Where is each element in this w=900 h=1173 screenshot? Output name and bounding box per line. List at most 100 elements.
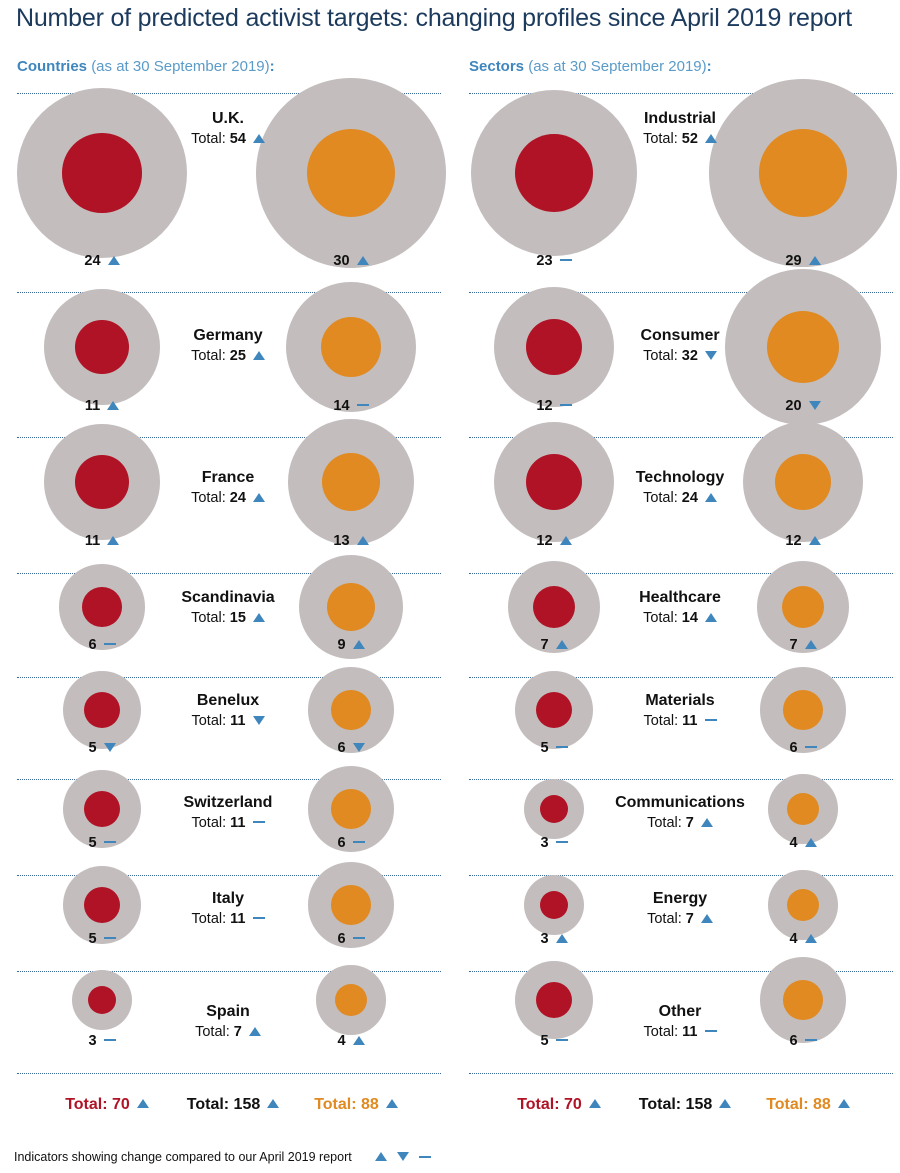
- change-up-icon: [136, 1099, 149, 1109]
- change-up-icon: [252, 612, 265, 622]
- grand-total: Total: 70: [517, 1096, 601, 1114]
- column-heading: Countries (as at 30 September 2019):: [17, 58, 275, 75]
- change-up-icon: [808, 535, 821, 545]
- column-heading-colon: :: [269, 58, 275, 75]
- right-value-label: 12: [763, 533, 843, 549]
- left-inner-circle: [75, 455, 129, 509]
- left-value: 3: [540, 835, 549, 851]
- row-total: Total: 15: [138, 610, 318, 626]
- left-value: 3: [88, 1033, 97, 1049]
- row-name: Industrial: [643, 110, 716, 127]
- grand-total: Total: 88: [314, 1096, 398, 1114]
- row-total: Total: 24: [590, 490, 770, 506]
- left-value-label: 5: [62, 835, 142, 851]
- left-value-label: 7: [514, 637, 594, 653]
- left-value: 5: [88, 931, 97, 947]
- grand-total: Total: 70: [65, 1096, 149, 1114]
- left-value-label: 23: [514, 253, 594, 269]
- right-value: 6: [337, 835, 346, 851]
- row-divider: [17, 93, 441, 94]
- row-total-label: Total:: [191, 713, 231, 729]
- change-up-icon: [808, 255, 821, 265]
- left-value: 12: [536, 533, 553, 549]
- row-total-value: 52: [681, 131, 698, 147]
- change-flat-icon: [103, 643, 116, 646]
- left-inner-circle: [532, 585, 576, 629]
- legend-indicators: [365, 1150, 432, 1164]
- right-value: 6: [337, 740, 346, 756]
- row-total-value: 32: [681, 348, 698, 364]
- change-up-icon: [804, 639, 817, 649]
- grand-total-label: Total: 88: [314, 1096, 379, 1113]
- row-divider: [17, 437, 441, 438]
- change-down-icon: [397, 1152, 410, 1162]
- left-inner-circle: [87, 985, 117, 1015]
- change-flat-icon: [704, 719, 717, 722]
- row-total-label: Total:: [191, 348, 230, 364]
- left-inner-circle: [75, 320, 129, 374]
- left-value: 5: [88, 740, 97, 756]
- column-heading-colon: :: [706, 58, 712, 75]
- row-divider: [469, 93, 893, 94]
- right-value-label: 6: [311, 740, 391, 756]
- row-divider: [17, 573, 441, 574]
- change-up-icon: [252, 350, 265, 360]
- right-inner-circle: [331, 789, 371, 829]
- right-value-label: 6: [763, 1033, 843, 1049]
- row-total-value: 7: [685, 911, 694, 927]
- row-total-value: 24: [229, 490, 246, 506]
- row-total-label: Total:: [643, 348, 682, 364]
- right-value-label: 4: [311, 1033, 391, 1049]
- row-total: Total: 11: [590, 1024, 770, 1040]
- left-inner-circle: [83, 886, 121, 924]
- change-flat-icon: [352, 937, 365, 940]
- left-value-label: 12: [514, 533, 594, 549]
- row-total-label: Total:: [191, 131, 230, 147]
- left-value: 6: [88, 637, 97, 653]
- right-value: 29: [785, 253, 802, 269]
- row-divider: [469, 779, 893, 780]
- left-value-label: 3: [62, 1033, 142, 1049]
- grand-total-label: Total: 70: [517, 1096, 582, 1113]
- change-down-icon: [103, 742, 116, 752]
- right-value: 30: [333, 253, 350, 269]
- chart-title: Number of predicted activist targets: ch…: [16, 4, 853, 32]
- change-up-icon: [352, 639, 365, 649]
- row-total: Total: 11: [590, 713, 770, 729]
- row-total-value: 11: [230, 713, 246, 729]
- right-value-label: 4: [763, 931, 843, 947]
- left-value-label: 5: [514, 1033, 594, 1049]
- row-total: Total: 11: [138, 815, 318, 831]
- right-inner-circle: [766, 310, 840, 384]
- left-inner-circle: [515, 134, 593, 212]
- right-value-label: 29: [763, 253, 843, 269]
- change-up-icon: [252, 492, 265, 502]
- row-total: Total: 14: [590, 610, 770, 626]
- column-heading: Sectors (as at 30 September 2019):: [469, 58, 712, 75]
- change-up-icon: [267, 1099, 280, 1109]
- right-inner-circle: [331, 885, 371, 925]
- row-total: Total: 25: [138, 348, 318, 364]
- row-total-label: Total:: [647, 815, 686, 831]
- row-divider: [469, 677, 893, 678]
- row-total-label: Total:: [195, 1024, 234, 1040]
- change-up-icon: [356, 255, 369, 265]
- change-up-icon: [804, 933, 817, 943]
- change-up-icon: [588, 1099, 601, 1109]
- row-total-label: Total:: [643, 713, 683, 729]
- change-up-icon: [719, 1099, 732, 1109]
- right-value: 4: [789, 835, 798, 851]
- change-flat-icon: [252, 821, 265, 824]
- column-heading-date: (as at 30 September 2019): [528, 58, 707, 75]
- row-total-value: 15: [229, 610, 246, 626]
- right-inner-circle: [306, 128, 396, 218]
- row-name: Communications: [615, 794, 745, 811]
- right-value: 7: [789, 637, 798, 653]
- right-value: 6: [789, 1033, 798, 1049]
- row-total: Total: 32: [590, 348, 770, 364]
- left-inner-circle: [535, 981, 573, 1019]
- right-value: 6: [789, 740, 798, 756]
- right-value-label: 4: [763, 835, 843, 851]
- row-divider: [17, 971, 441, 972]
- change-flat-icon: [559, 259, 572, 262]
